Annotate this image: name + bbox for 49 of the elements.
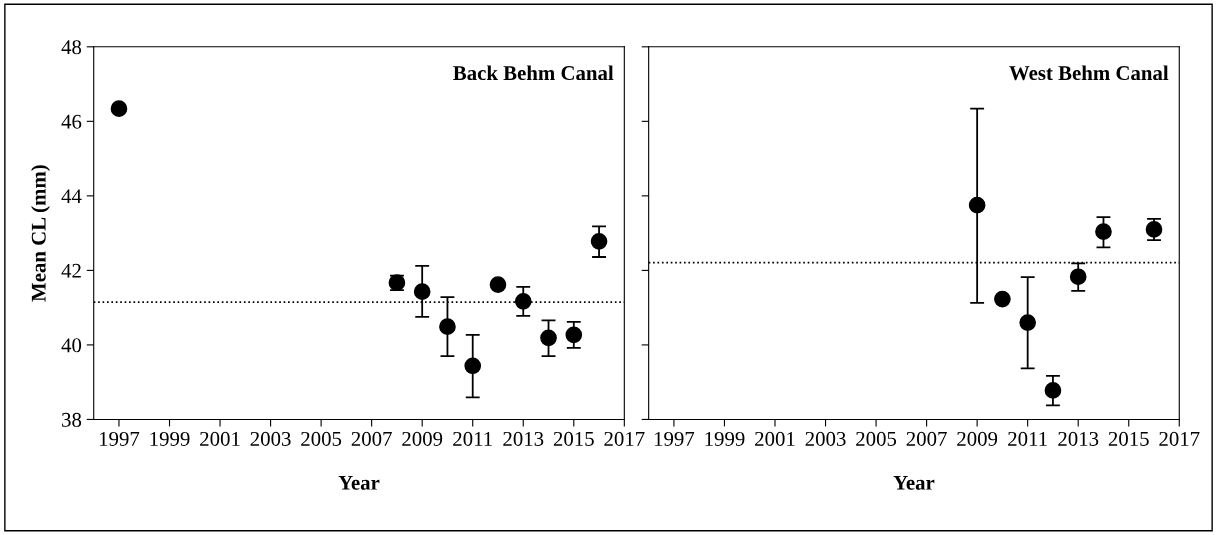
x-axis-title: Year (893, 475, 935, 490)
point (489, 276, 507, 293)
point (565, 326, 583, 344)
x-tick-label: 2017 (604, 431, 645, 446)
x-tick-label: 2003 (805, 431, 846, 446)
x-tick-label: 2017 (1159, 431, 1200, 446)
point (1044, 382, 1062, 399)
x-axis-title: Year (338, 475, 380, 490)
x-tick-label: 2013 (503, 431, 544, 446)
x-tick-label: 1999 (705, 431, 745, 446)
x-tick-label: 2003 (250, 431, 291, 446)
point (514, 292, 532, 310)
x-tick-label: 2001 (200, 431, 240, 446)
point (1069, 268, 1087, 286)
x-tick-label: 2007 (351, 431, 392, 446)
x-tick-label: 2009 (957, 431, 998, 446)
y-tick-label: 44 (61, 189, 82, 204)
x-tick-label: 2007 (906, 431, 947, 446)
x-tick-label: 2013 (1058, 431, 1099, 446)
point (110, 100, 128, 118)
y-tick-label: 42 (61, 263, 81, 278)
x-tick-label: 2001 (755, 431, 795, 446)
x-tick-label: 1997 (654, 431, 695, 446)
y-axis-title: Mean CL (mm) (31, 165, 50, 302)
y-tick-label: 38 (62, 412, 82, 427)
x-tick-label: 2005 (856, 431, 897, 446)
x-tick-label: 2015 (553, 431, 594, 446)
text: West Behm Canal (1009, 65, 1169, 81)
point (1095, 223, 1112, 240)
point (1019, 314, 1037, 331)
y-tick-label: 48 (61, 40, 82, 55)
y-tick-label: 40 (61, 338, 82, 353)
x-tick-label: 1997 (99, 431, 140, 446)
point (1145, 221, 1163, 238)
x-tick-label: 2011 (1008, 431, 1047, 446)
point (590, 232, 608, 250)
point (413, 283, 431, 300)
x-tick-label: 1999 (150, 431, 190, 446)
y-tick-label: 46 (61, 114, 82, 129)
x-tick-label: 2005 (301, 431, 342, 446)
x-tick-label: 2015 (1108, 431, 1149, 446)
point (464, 357, 482, 375)
point (968, 196, 986, 214)
point (994, 290, 1011, 308)
point (439, 318, 456, 335)
text: Back Behm Canal (453, 65, 614, 81)
point (540, 329, 557, 347)
x-tick-label: 2009 (402, 431, 443, 446)
x-tick-label: 2011 (453, 431, 492, 446)
